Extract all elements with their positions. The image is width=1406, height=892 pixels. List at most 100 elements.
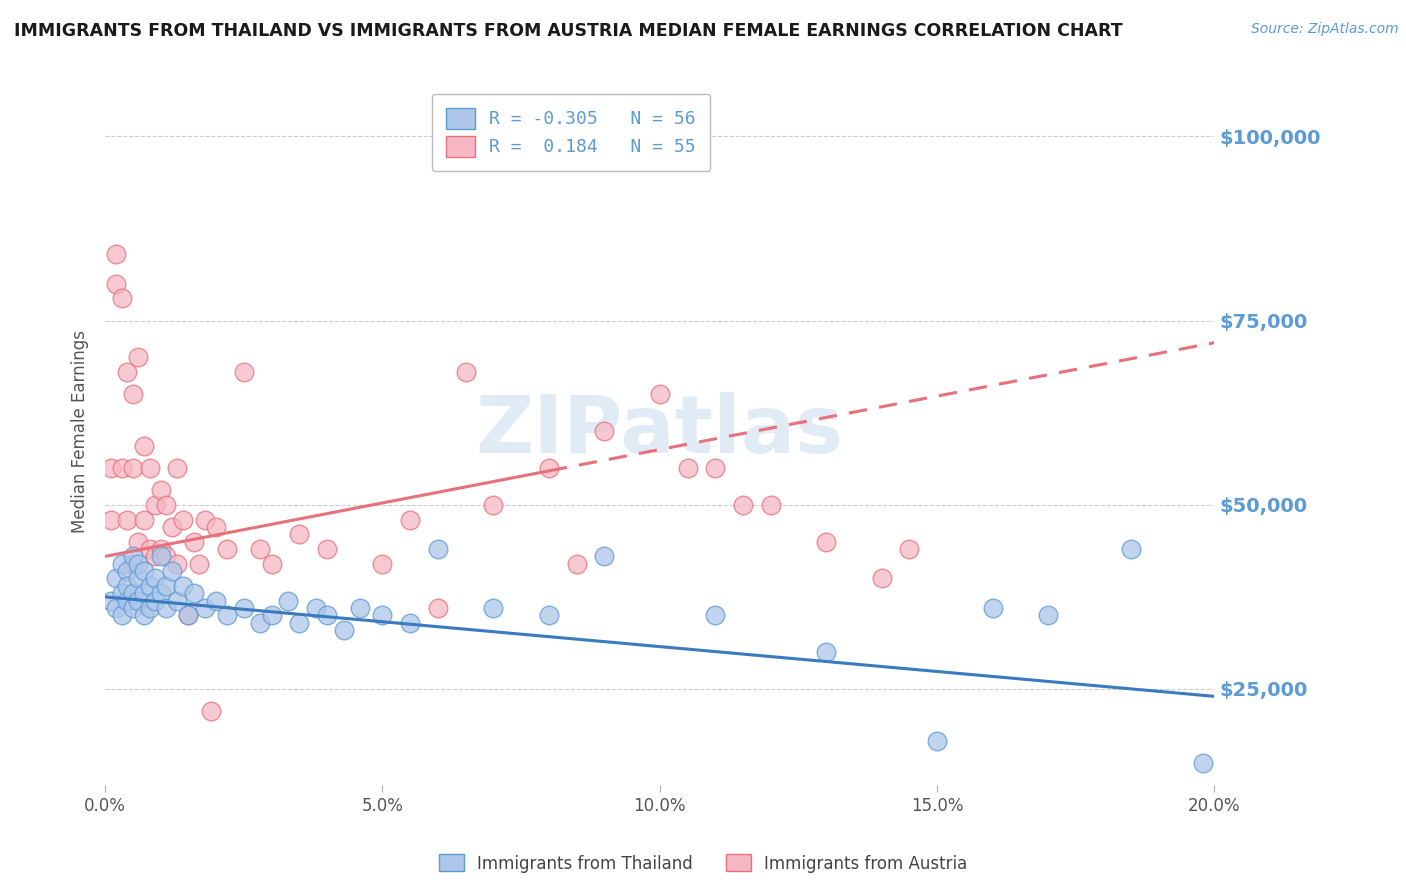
Point xyxy=(122,461,145,475)
Point xyxy=(138,601,160,615)
Point xyxy=(172,512,194,526)
Point xyxy=(676,461,699,475)
Point xyxy=(981,601,1004,615)
Point xyxy=(138,541,160,556)
Point xyxy=(100,461,122,475)
Point xyxy=(143,498,166,512)
Point xyxy=(815,534,838,549)
Point xyxy=(127,557,149,571)
Point xyxy=(117,579,139,593)
Point xyxy=(704,461,727,475)
Point xyxy=(205,520,228,534)
Point xyxy=(117,593,139,607)
Point xyxy=(166,593,188,607)
Point xyxy=(288,527,311,541)
Point xyxy=(122,601,145,615)
Point xyxy=(155,601,177,615)
Point xyxy=(537,608,560,623)
Point xyxy=(815,645,838,659)
Point xyxy=(143,593,166,607)
Point xyxy=(1192,756,1215,770)
Point xyxy=(127,571,149,585)
Point xyxy=(898,541,921,556)
Point xyxy=(132,564,155,578)
Point xyxy=(316,541,339,556)
Point xyxy=(870,571,893,585)
Point xyxy=(1036,608,1059,623)
Point xyxy=(232,365,254,379)
Point xyxy=(172,579,194,593)
Point xyxy=(371,557,394,571)
Point xyxy=(149,586,172,600)
Point xyxy=(593,424,616,438)
Point xyxy=(122,387,145,401)
Point xyxy=(482,601,505,615)
Text: IMMIGRANTS FROM THAILAND VS IMMIGRANTS FROM AUSTRIA MEDIAN FEMALE EARNINGS CORRE: IMMIGRANTS FROM THAILAND VS IMMIGRANTS F… xyxy=(14,22,1122,40)
Point xyxy=(205,593,228,607)
Point xyxy=(111,557,134,571)
Point xyxy=(100,512,122,526)
Point xyxy=(105,247,128,261)
Legend: Immigrants from Thailand, Immigrants from Austria: Immigrants from Thailand, Immigrants fro… xyxy=(432,847,974,880)
Point xyxy=(149,541,172,556)
Point xyxy=(1121,541,1143,556)
Point xyxy=(731,498,754,512)
Point xyxy=(155,579,177,593)
Point xyxy=(132,439,155,453)
Point xyxy=(925,733,948,747)
Point xyxy=(122,557,145,571)
Point xyxy=(399,615,422,630)
Point xyxy=(143,549,166,564)
Y-axis label: Median Female Earnings: Median Female Earnings xyxy=(72,330,89,533)
Point xyxy=(105,601,128,615)
Point xyxy=(111,461,134,475)
Point xyxy=(111,586,134,600)
Point xyxy=(232,601,254,615)
Point xyxy=(260,557,283,571)
Point xyxy=(127,593,149,607)
Point xyxy=(166,461,188,475)
Point xyxy=(105,571,128,585)
Point xyxy=(194,601,217,615)
Text: Source: ZipAtlas.com: Source: ZipAtlas.com xyxy=(1251,22,1399,37)
Point xyxy=(138,461,160,475)
Point xyxy=(565,557,588,571)
Point xyxy=(288,615,311,630)
Point xyxy=(194,512,217,526)
Point xyxy=(332,623,354,637)
Point xyxy=(249,541,271,556)
Point xyxy=(183,586,205,600)
Point xyxy=(305,601,328,615)
Point xyxy=(704,608,727,623)
Point xyxy=(117,512,139,526)
Point xyxy=(149,483,172,497)
Point xyxy=(482,498,505,512)
Point xyxy=(316,608,339,623)
Point xyxy=(166,557,188,571)
Text: ZIPatlas: ZIPatlas xyxy=(475,392,844,470)
Point xyxy=(127,351,149,365)
Point xyxy=(138,579,160,593)
Point xyxy=(132,608,155,623)
Point xyxy=(127,534,149,549)
Point xyxy=(122,586,145,600)
Point xyxy=(160,520,183,534)
Point xyxy=(143,571,166,585)
Point xyxy=(277,593,299,607)
Point xyxy=(177,608,200,623)
Point xyxy=(249,615,271,630)
Point xyxy=(100,593,122,607)
Point xyxy=(217,608,239,623)
Point xyxy=(454,365,477,379)
Point xyxy=(117,564,139,578)
Point xyxy=(149,549,172,564)
Point xyxy=(111,608,134,623)
Point xyxy=(648,387,671,401)
Point xyxy=(349,601,371,615)
Point xyxy=(426,541,449,556)
Point xyxy=(217,541,239,556)
Point xyxy=(155,549,177,564)
Point xyxy=(183,534,205,549)
Point xyxy=(188,557,211,571)
Point xyxy=(105,277,128,291)
